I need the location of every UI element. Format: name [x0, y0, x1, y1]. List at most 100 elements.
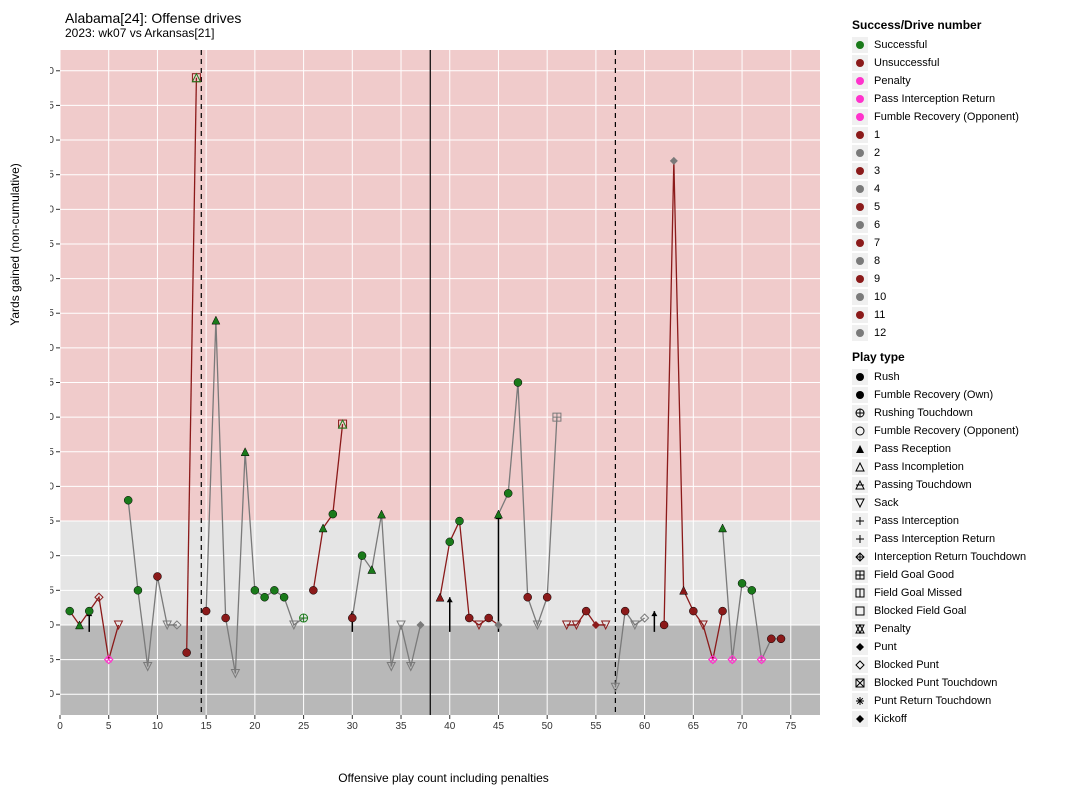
legend-item-label: 11 — [874, 309, 885, 321]
svg-text:65: 65 — [688, 721, 700, 732]
legend-item: 6 — [852, 216, 1062, 234]
legend-item-label: Pass Reception — [874, 443, 951, 455]
legend-item: 10 — [852, 288, 1062, 306]
legend-item: Kickoff — [852, 710, 1062, 728]
legend-item: Passing Touchdown — [852, 476, 1062, 494]
svg-text:80: 80 — [50, 66, 54, 77]
legend-item: Pass Interception — [852, 512, 1062, 530]
svg-text:35: 35 — [395, 721, 407, 732]
legend-item-label: Fumble Recovery (Opponent) — [874, 111, 1019, 123]
chart-title: Alabama[24]: Offense drives — [65, 10, 837, 26]
legend-item-label: Rushing Touchdown — [874, 407, 973, 419]
legend-item-label: Field Goal Good — [874, 569, 954, 581]
svg-text:55: 55 — [590, 721, 602, 732]
legend-item-label: Unsuccessful — [874, 57, 939, 69]
svg-text:35: 35 — [50, 378, 54, 389]
legend: Success/Drive number Successful Unsuccess… — [847, 0, 1067, 800]
legend-item: Pass Interception Return — [852, 90, 1062, 108]
legend-item-label: Field Goal Missed — [874, 587, 962, 599]
legend-item-label: Fumble Recovery (Opponent) — [874, 425, 1019, 437]
svg-text:25: 25 — [298, 721, 310, 732]
legend-item-label: 5 — [874, 201, 880, 213]
svg-text:70: 70 — [736, 721, 748, 732]
legend-item: Pass Incompletion — [852, 458, 1062, 476]
legend-item-label: Pass Interception Return — [874, 93, 995, 105]
legend-item: Blocked Punt Touchdown — [852, 674, 1062, 692]
legend-item: 9 — [852, 270, 1062, 288]
svg-text:15: 15 — [50, 516, 54, 527]
legend-item: 1 — [852, 126, 1062, 144]
svg-text:40: 40 — [444, 721, 456, 732]
legend-item-label: Interception Return Touchdown — [874, 551, 1026, 563]
legend-item: Rushing Touchdown — [852, 404, 1062, 422]
svg-text:50: 50 — [50, 274, 54, 285]
legend-item: 8 — [852, 252, 1062, 270]
svg-text:45: 45 — [493, 721, 505, 732]
legend-item-label: 1 — [874, 129, 880, 141]
svg-text:-5: -5 — [50, 655, 54, 666]
legend-item: Field Goal Good — [852, 566, 1062, 584]
legend-item-label: 2 — [874, 147, 880, 159]
legend-item: 5 — [852, 198, 1062, 216]
legend-item: Fumble Recovery (Opponent) — [852, 422, 1062, 440]
legend-item-label: Pass Incompletion — [874, 461, 964, 473]
legend-item-label: 9 — [874, 273, 880, 285]
svg-text:75: 75 — [50, 100, 54, 111]
svg-text:20: 20 — [249, 721, 261, 732]
legend-item-label: Rush — [874, 371, 900, 383]
legend-item: Fumble Recovery (Opponent) — [852, 108, 1062, 126]
legend-item-label: Penalty — [874, 623, 911, 635]
legend-item-label: 10 — [874, 291, 886, 303]
legend-item-label: 6 — [874, 219, 880, 231]
legend-item-label: Blocked Punt — [874, 659, 939, 671]
legend-item-label: 8 — [874, 255, 880, 267]
svg-text:30: 30 — [347, 721, 359, 732]
svg-text:25: 25 — [50, 447, 54, 458]
legend-item: Sack — [852, 494, 1062, 512]
legend-item: Penalty — [852, 72, 1062, 90]
svg-text:70: 70 — [50, 135, 54, 146]
svg-text:-10: -10 — [50, 689, 54, 700]
legend-item-label: Fumble Recovery (Own) — [874, 389, 993, 401]
legend-item-label: 3 — [874, 165, 880, 177]
legend-item: Blocked Field Goal — [852, 602, 1062, 620]
svg-text:60: 60 — [50, 204, 54, 215]
legend-item: Punt Return Touchdown — [852, 692, 1062, 710]
svg-text:55: 55 — [50, 239, 54, 250]
legend-item-label: Blocked Punt Touchdown — [874, 677, 997, 689]
legend-item: Pass Interception Return — [852, 530, 1062, 548]
chart-subtitle: 2023: wk07 vs Arkansas[21] — [65, 26, 837, 40]
legend-item-label: 7 — [874, 237, 880, 249]
legend-item: 4 — [852, 180, 1062, 198]
legend-item-label: Sack — [874, 497, 898, 509]
legend-item: Pass Reception — [852, 440, 1062, 458]
legend-item-label: Successful — [874, 39, 927, 51]
svg-text:75: 75 — [785, 721, 797, 732]
legend-item-label: Pass Interception Return — [874, 533, 995, 545]
svg-text:20: 20 — [50, 481, 54, 492]
legend-item: Blocked Punt — [852, 656, 1062, 674]
legend-item-label: Punt Return Touchdown — [874, 695, 991, 707]
legend-item-label: Punt — [874, 641, 897, 653]
x-axis-label: Offensive play count including penalties — [338, 771, 549, 785]
legend-item-label: Pass Interception — [874, 515, 959, 527]
legend-success-title: Success/Drive number — [852, 18, 1062, 32]
svg-text:40: 40 — [50, 343, 54, 354]
legend-item: Rush — [852, 368, 1062, 386]
y-axis-label: Yards gained (non-cumulative) — [8, 163, 22, 326]
legend-item: Successful — [852, 36, 1062, 54]
legend-item: Interception Return Touchdown — [852, 548, 1062, 566]
legend-item: 2 — [852, 144, 1062, 162]
legend-item-label: Penalty — [874, 75, 911, 87]
legend-item: Unsuccessful — [852, 54, 1062, 72]
svg-text:5: 5 — [106, 721, 112, 732]
legend-item: 3 — [852, 162, 1062, 180]
legend-item-label: Kickoff — [874, 713, 907, 725]
svg-text:45: 45 — [50, 308, 54, 319]
legend-item: Fumble Recovery (Own) — [852, 386, 1062, 404]
svg-text:60: 60 — [639, 721, 651, 732]
svg-text:65: 65 — [50, 170, 54, 181]
svg-text:30: 30 — [50, 412, 54, 423]
svg-text:5: 5 — [50, 585, 54, 596]
legend-success-items: Successful Unsuccessful Penalty Pass Interc… — [852, 36, 1062, 342]
